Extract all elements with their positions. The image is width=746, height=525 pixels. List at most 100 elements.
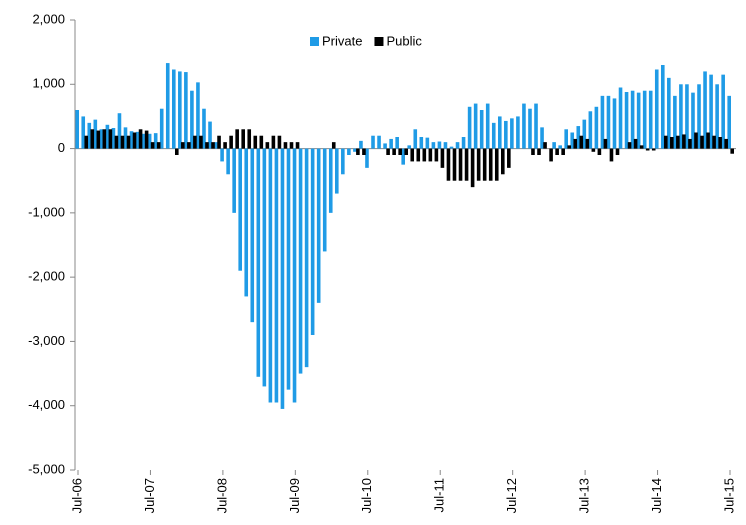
bar bbox=[694, 132, 698, 149]
bar bbox=[609, 148, 614, 162]
bar bbox=[187, 142, 191, 149]
bar bbox=[383, 143, 387, 149]
bar bbox=[537, 148, 541, 155]
bar bbox=[93, 119, 98, 149]
bar bbox=[549, 148, 553, 162]
bar bbox=[153, 133, 158, 149]
x-tick-label: Jul-14 bbox=[649, 478, 664, 513]
bar bbox=[482, 148, 487, 181]
bar bbox=[108, 129, 113, 149]
bar bbox=[268, 148, 273, 403]
bar bbox=[597, 148, 602, 155]
bar bbox=[253, 135, 258, 149]
bar bbox=[516, 116, 520, 149]
bar bbox=[449, 146, 454, 149]
bar bbox=[630, 90, 635, 149]
bar bbox=[473, 103, 478, 149]
x-tick-label: Jul-11 bbox=[432, 478, 447, 512]
bar bbox=[289, 142, 294, 149]
y-tick-label: -4,000 bbox=[28, 397, 65, 412]
bar bbox=[531, 148, 535, 155]
bar bbox=[190, 90, 194, 149]
bar bbox=[721, 74, 725, 149]
bar bbox=[96, 130, 101, 149]
bar bbox=[138, 129, 143, 149]
bar bbox=[576, 126, 581, 149]
bar bbox=[99, 129, 104, 149]
bar bbox=[271, 135, 276, 149]
bar bbox=[443, 142, 448, 149]
bar bbox=[579, 135, 584, 149]
bar bbox=[371, 135, 375, 149]
bar bbox=[129, 131, 134, 149]
bar bbox=[132, 132, 137, 149]
bar bbox=[244, 148, 249, 297]
x-tick-label: Jul-12 bbox=[504, 478, 519, 513]
y-tick-label: 0 bbox=[58, 140, 65, 155]
bar bbox=[712, 135, 716, 149]
bar bbox=[618, 87, 623, 149]
bar bbox=[615, 148, 620, 155]
bar bbox=[256, 148, 261, 377]
bar bbox=[404, 148, 408, 155]
bar bbox=[727, 95, 731, 149]
bar bbox=[413, 129, 418, 149]
bar bbox=[709, 74, 713, 149]
bar bbox=[682, 134, 686, 149]
bar bbox=[552, 142, 556, 149]
bar bbox=[603, 138, 608, 149]
bar bbox=[585, 138, 590, 149]
bar bbox=[612, 98, 617, 149]
bar bbox=[488, 148, 493, 181]
bar bbox=[211, 142, 215, 149]
bar bbox=[277, 135, 282, 149]
bar bbox=[691, 92, 695, 149]
bar bbox=[241, 129, 245, 149]
bar bbox=[196, 82, 200, 149]
bar bbox=[84, 135, 89, 149]
bar bbox=[238, 148, 242, 271]
bar bbox=[458, 148, 463, 181]
bar bbox=[522, 103, 526, 149]
bar bbox=[570, 132, 575, 149]
bar bbox=[274, 148, 279, 403]
bar bbox=[567, 145, 571, 149]
bar bbox=[75, 110, 79, 149]
bar bbox=[470, 148, 475, 188]
bar bbox=[670, 137, 674, 149]
bar bbox=[259, 135, 264, 149]
bar bbox=[645, 148, 650, 151]
bar bbox=[654, 69, 659, 149]
bar bbox=[105, 124, 110, 149]
bar bbox=[407, 145, 412, 149]
bar bbox=[422, 148, 427, 162]
bar bbox=[688, 138, 692, 149]
x-tick-label: Jul-15 bbox=[721, 478, 736, 513]
bar bbox=[540, 127, 544, 149]
bar bbox=[648, 90, 653, 149]
bar bbox=[591, 148, 596, 152]
bar bbox=[555, 148, 559, 155]
bar bbox=[353, 148, 357, 152]
bar bbox=[286, 148, 291, 390]
bar bbox=[265, 142, 270, 149]
bar bbox=[685, 84, 689, 149]
bar bbox=[663, 135, 668, 149]
bar bbox=[507, 148, 511, 168]
y-tick-label: 2,000 bbox=[32, 11, 65, 26]
bar bbox=[123, 127, 128, 149]
bar bbox=[247, 129, 252, 149]
bar bbox=[356, 148, 360, 155]
bar bbox=[114, 135, 119, 149]
bar bbox=[310, 148, 315, 335]
bar bbox=[214, 142, 218, 149]
bar bbox=[165, 63, 170, 149]
bar bbox=[706, 132, 710, 149]
legend-label: Private bbox=[322, 33, 362, 48]
bar bbox=[606, 95, 611, 149]
bar bbox=[639, 145, 644, 149]
bar bbox=[437, 141, 442, 149]
bar bbox=[120, 135, 125, 149]
bar bbox=[232, 148, 236, 213]
bar bbox=[673, 95, 677, 149]
